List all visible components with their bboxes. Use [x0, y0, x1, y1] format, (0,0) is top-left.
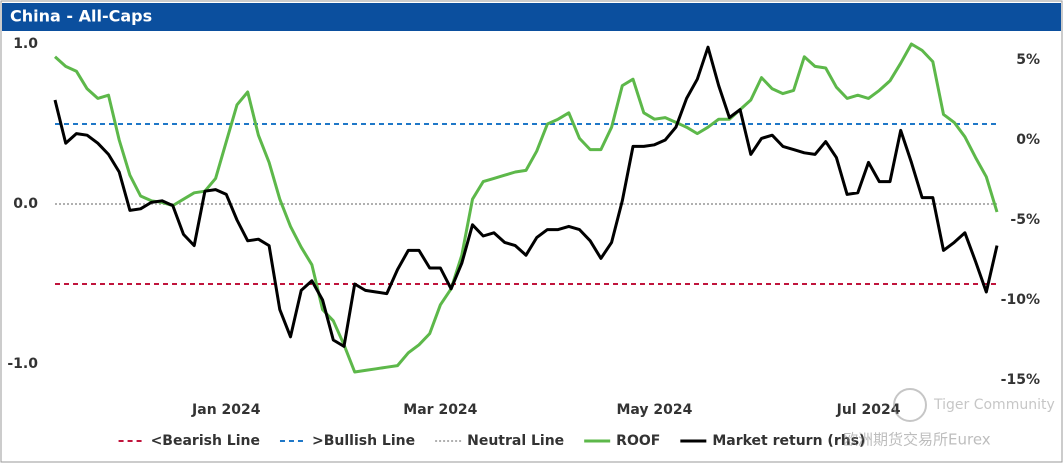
watermark: Tiger Community 欧洲期货交易所Eurex [843, 388, 1055, 449]
y2-tick-label: 0% [1016, 132, 1040, 148]
watermark-text: 欧洲期货交易所Eurex [843, 431, 991, 449]
y-tick-label: -1.0 [7, 356, 38, 372]
title-bar [2, 3, 1061, 31]
series-line [53, 42, 999, 374]
legend-label: ROOF [616, 433, 660, 449]
watermark-logo [893, 388, 927, 422]
legend-label: >Bullish Line [312, 433, 415, 449]
y2-tick-label: -5% [1010, 212, 1040, 228]
legend-label: Market return (rhs) [712, 433, 865, 449]
y2-tick-label: 5% [1016, 52, 1040, 68]
chart-title: China - All-Caps [10, 7, 152, 26]
series-line [53, 45, 999, 348]
y-tick-label: 1.0 [13, 36, 38, 52]
y-tick-label: 0.0 [13, 196, 38, 212]
watermark-text: Tiger Community [933, 397, 1055, 413]
y2-tick-label: -15% [1001, 372, 1040, 388]
legend-label: Neutral Line [467, 433, 564, 449]
x-tick-label: Jan 2024 [191, 402, 261, 418]
x-tick-label: Jul 2024 [836, 402, 901, 418]
x-tick-label: May 2024 [616, 402, 692, 418]
legend-label: <Bearish Line [151, 433, 260, 449]
x-tick-label: Mar 2024 [403, 402, 477, 418]
y2-tick-label: -10% [1001, 292, 1040, 308]
legend: <Bearish Line >Bullish Line Neutral Line RO… [118, 433, 865, 449]
